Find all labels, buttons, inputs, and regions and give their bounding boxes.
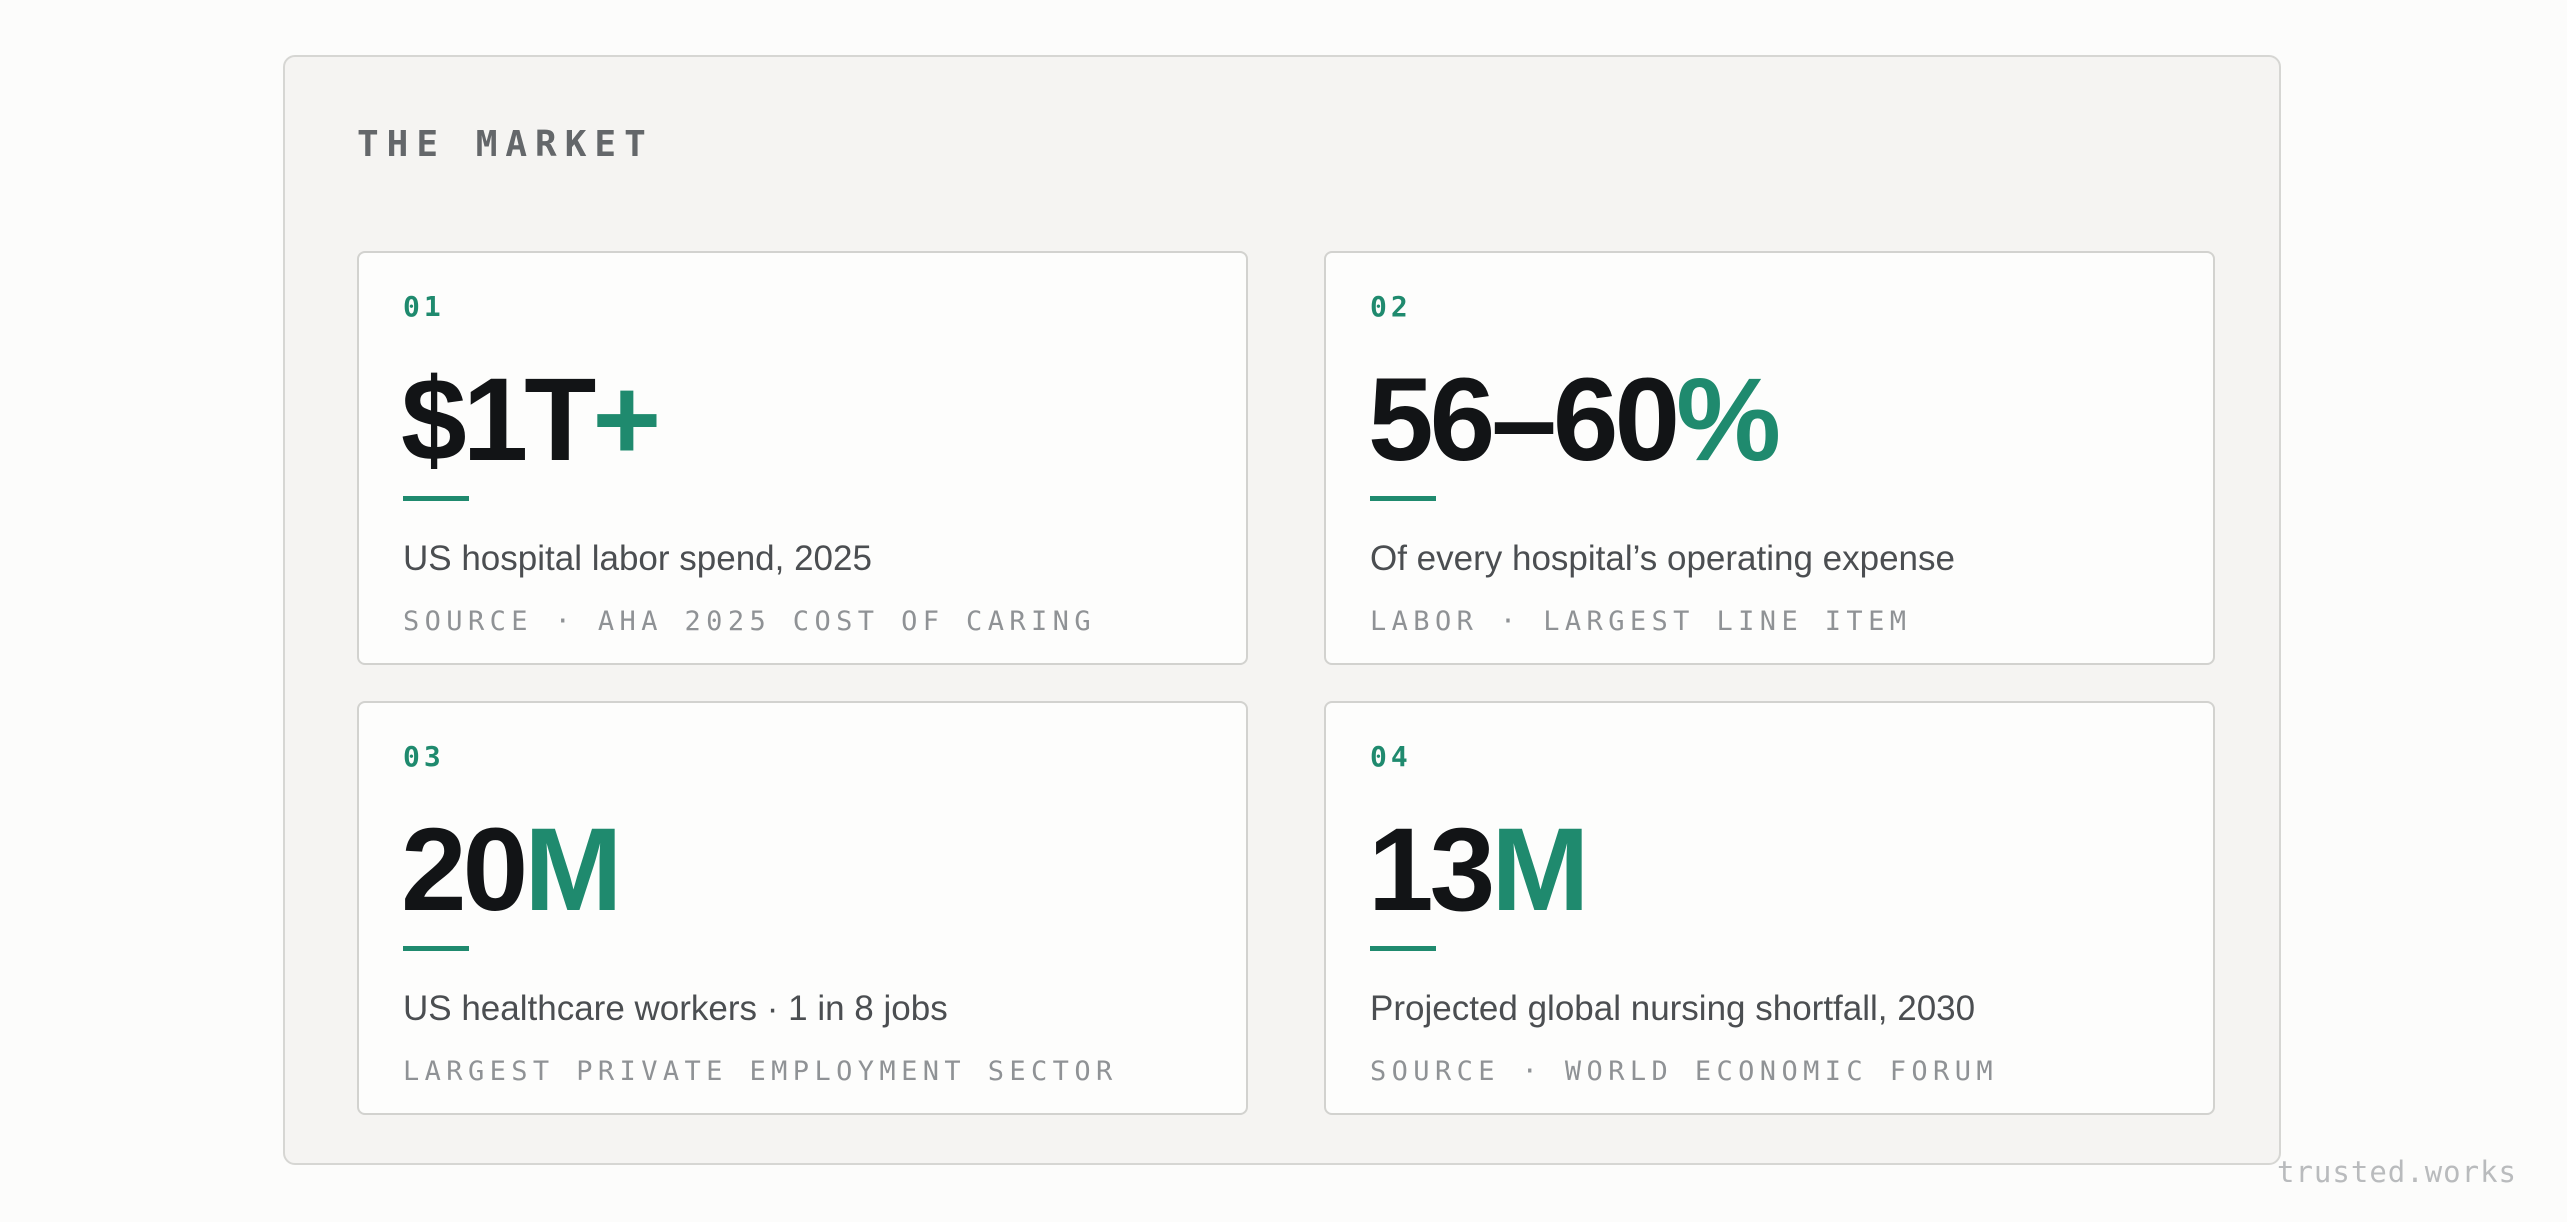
card-number: 02 xyxy=(1370,290,1412,323)
stat-source: LABOR · LARGEST LINE ITEM xyxy=(1370,606,1912,637)
stat-card-labor-spend: 01 $1T+ US hospital labor spend, 2025 SO… xyxy=(357,251,1248,665)
stat-description: Projected global nursing shortfall, 2030 xyxy=(1370,989,1976,1028)
stat-source: SOURCE · AHA 2025 COST OF CARING xyxy=(403,606,1096,637)
stat-value: $1T+ xyxy=(401,361,661,479)
stat-value: 56–60% xyxy=(1368,361,1781,479)
stat-description: Of every hospital’s operating expense xyxy=(1370,539,1955,578)
stat-value-main: 20 xyxy=(401,804,528,936)
stat-value-main: 56–60 xyxy=(1368,354,1680,486)
stat-value-accent: M xyxy=(524,804,622,936)
stat-value: 13M xyxy=(1368,811,1590,929)
accent-rule xyxy=(1370,946,1436,951)
stat-description: US hospital labor spend, 2025 xyxy=(403,539,872,578)
stat-description: US healthcare workers · 1 in 8 jobs xyxy=(403,989,948,1028)
accent-rule xyxy=(1370,496,1436,501)
watermark: trusted.works xyxy=(2277,1155,2517,1189)
accent-rule xyxy=(403,946,469,951)
card-number: 04 xyxy=(1370,740,1412,773)
stat-value-main: $1T xyxy=(401,354,596,486)
stat-value: 20M xyxy=(401,811,623,929)
card-number: 03 xyxy=(403,740,445,773)
section-title: THE MARKET xyxy=(357,124,654,165)
market-panel: THE MARKET 01 $1T+ US hospital labor spe… xyxy=(283,55,2281,1165)
stat-source: LARGEST PRIVATE EMPLOYMENT SECTOR xyxy=(403,1056,1118,1087)
stat-value-accent: M xyxy=(1491,804,1589,936)
accent-rule xyxy=(403,496,469,501)
stat-card-nursing-shortfall: 04 13M Projected global nursing shortfal… xyxy=(1324,701,2215,1115)
stat-value-accent: + xyxy=(592,354,661,486)
stat-card-operating-expense: 02 56–60% Of every hospital’s operating … xyxy=(1324,251,2215,665)
stat-value-main: 13 xyxy=(1368,804,1495,936)
stat-value-accent: % xyxy=(1676,354,1781,486)
stat-source: SOURCE · WORLD ECONOMIC FORUM xyxy=(1370,1056,1999,1087)
stat-card-healthcare-workers: 03 20M US healthcare workers · 1 in 8 jo… xyxy=(357,701,1248,1115)
card-number: 01 xyxy=(403,290,445,323)
